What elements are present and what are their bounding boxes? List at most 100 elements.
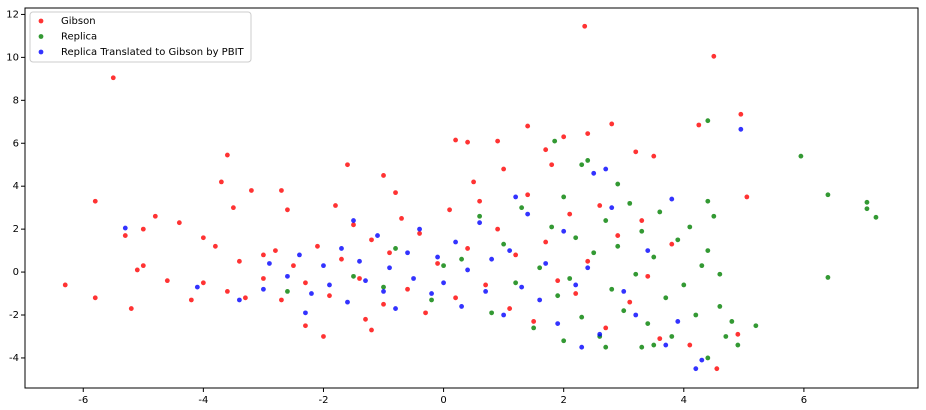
point — [645, 273, 651, 279]
legend: Gibson Replica Replica Translated to Gibso… — [29, 11, 252, 63]
point — [645, 248, 651, 253]
point — [122, 225, 128, 231]
point — [561, 194, 567, 200]
point — [711, 213, 717, 219]
point — [573, 291, 579, 296]
point — [369, 327, 374, 333]
point — [825, 192, 831, 198]
point — [627, 299, 633, 305]
point — [435, 261, 440, 266]
point — [537, 265, 543, 271]
point — [501, 241, 507, 247]
point — [669, 334, 675, 339]
point — [62, 282, 68, 288]
point — [453, 295, 458, 301]
point — [561, 338, 567, 344]
point — [393, 306, 398, 311]
point — [339, 246, 344, 251]
point — [633, 312, 639, 318]
point — [681, 282, 687, 288]
point — [585, 131, 591, 136]
point — [738, 126, 744, 132]
x-tick-label: -4 — [198, 395, 208, 406]
point — [633, 149, 639, 155]
point — [345, 299, 350, 305]
point — [363, 278, 368, 284]
point — [200, 280, 206, 286]
point — [597, 203, 603, 208]
points — [62, 23, 879, 372]
point — [798, 153, 804, 159]
point — [543, 147, 549, 153]
point — [651, 254, 657, 260]
point — [327, 282, 332, 288]
point — [417, 226, 422, 232]
point — [122, 233, 128, 238]
point — [705, 248, 711, 253]
point — [573, 282, 579, 288]
point — [669, 241, 675, 247]
point — [519, 205, 525, 211]
point — [723, 334, 729, 339]
point — [333, 203, 338, 208]
point — [242, 295, 248, 301]
point — [399, 215, 404, 221]
point — [140, 263, 146, 269]
point — [351, 222, 356, 228]
point — [609, 121, 615, 127]
legend-label: Replica — [61, 32, 97, 43]
point — [603, 325, 609, 331]
point — [423, 310, 428, 316]
point — [537, 297, 543, 303]
point — [555, 293, 561, 299]
point — [363, 316, 368, 322]
point — [230, 205, 236, 211]
point — [513, 280, 519, 286]
point — [477, 213, 483, 219]
point — [675, 319, 681, 324]
point — [285, 273, 290, 279]
y-tick-label: 2 — [13, 224, 19, 235]
point — [627, 200, 633, 206]
point — [140, 226, 146, 232]
point — [393, 246, 398, 251]
point — [249, 188, 254, 193]
point — [236, 297, 242, 303]
point — [507, 248, 513, 253]
point — [717, 271, 723, 277]
point — [447, 207, 452, 213]
point — [645, 321, 651, 326]
point — [369, 237, 374, 243]
point — [303, 323, 308, 329]
x-tick-label: -2 — [318, 395, 328, 406]
point — [873, 214, 879, 220]
point — [639, 228, 645, 234]
point — [609, 286, 615, 292]
point — [657, 336, 663, 342]
point — [261, 276, 266, 281]
point — [465, 139, 470, 145]
point — [417, 231, 422, 236]
point — [561, 134, 567, 140]
point — [525, 192, 531, 198]
point — [531, 325, 537, 331]
point — [696, 122, 702, 128]
point — [513, 194, 519, 200]
point — [705, 355, 711, 361]
point — [651, 342, 657, 348]
point — [297, 252, 302, 258]
y-tick-label: 8 — [13, 95, 19, 106]
point — [711, 53, 717, 59]
point — [597, 331, 603, 337]
point — [387, 250, 392, 256]
point — [465, 267, 470, 273]
point — [519, 284, 525, 290]
point — [621, 308, 627, 314]
point — [291, 263, 296, 269]
point — [744, 194, 750, 200]
point — [669, 196, 675, 202]
point — [200, 235, 206, 241]
point — [351, 218, 356, 223]
point — [603, 218, 609, 223]
point — [375, 233, 380, 238]
